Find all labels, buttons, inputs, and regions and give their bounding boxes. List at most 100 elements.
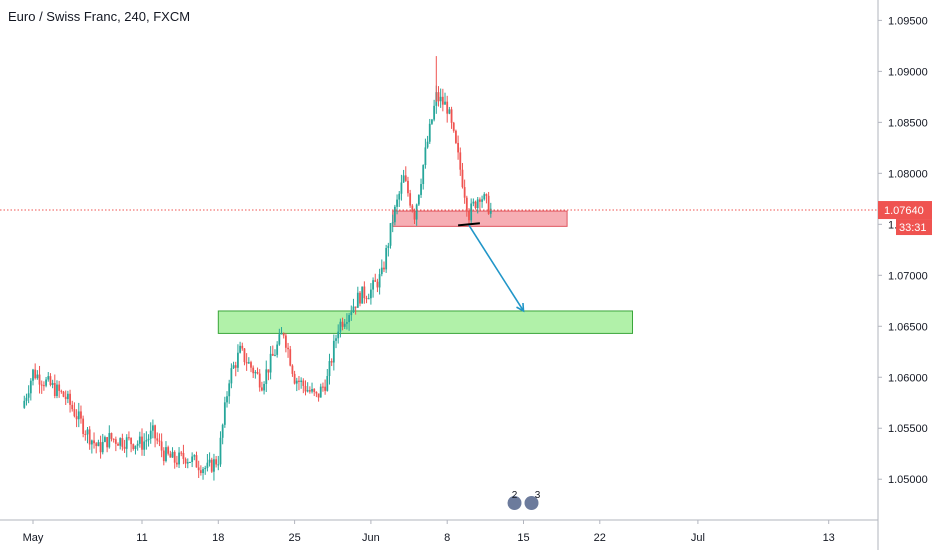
candle-body xyxy=(284,335,287,348)
candle-body xyxy=(197,467,200,471)
time-tick-label: 22 xyxy=(594,532,606,544)
candle-body xyxy=(250,362,252,368)
candle-body xyxy=(138,436,141,444)
candle-body xyxy=(424,147,427,166)
candle-body xyxy=(385,248,388,270)
candle-body xyxy=(101,441,104,453)
candle-body xyxy=(361,286,364,304)
candle-body xyxy=(195,455,198,468)
candle-body xyxy=(489,208,492,214)
candle-body xyxy=(367,298,370,300)
candle-body xyxy=(77,411,80,420)
candle-body xyxy=(295,380,298,384)
candle-body xyxy=(184,458,187,464)
candle-body xyxy=(128,437,130,439)
candle-body xyxy=(95,443,98,447)
candle-body xyxy=(428,123,431,142)
candle-body xyxy=(457,142,459,153)
time-tick-label: May xyxy=(23,532,44,544)
candle-body xyxy=(372,280,374,290)
candle-body xyxy=(420,184,422,195)
projection-arrow-head xyxy=(516,302,525,313)
candle-body xyxy=(415,204,418,220)
candle-body xyxy=(147,438,150,441)
candle-body xyxy=(300,380,303,382)
candle-body xyxy=(88,429,91,445)
candle-body xyxy=(180,452,183,454)
candle-body xyxy=(276,344,279,355)
candle-body xyxy=(431,119,433,124)
candle-body xyxy=(335,338,337,341)
candle-body xyxy=(97,442,100,447)
candle-body xyxy=(99,442,102,453)
candle-body xyxy=(343,323,346,327)
candle-body xyxy=(413,211,416,220)
candle-body xyxy=(267,369,270,373)
time-axis: May 11 18 25 Jun 8 15 22 Jul 13 xyxy=(0,519,878,544)
candle-body xyxy=(241,345,244,349)
candle-body xyxy=(274,354,276,356)
candle-body xyxy=(280,333,283,335)
candle-body xyxy=(261,387,263,391)
candle-body xyxy=(226,396,228,403)
candle-body xyxy=(141,436,143,450)
candle-body xyxy=(306,390,309,392)
candle-body xyxy=(374,280,377,282)
candle-body xyxy=(339,321,342,332)
candle-body xyxy=(221,424,224,438)
candle-body xyxy=(149,430,152,439)
candle-body xyxy=(165,447,167,462)
candle-body xyxy=(62,391,65,397)
candle-body xyxy=(315,391,318,394)
candle-body xyxy=(308,390,311,392)
candle-body xyxy=(487,195,490,214)
candle-body xyxy=(391,222,394,224)
candle-body xyxy=(104,437,106,442)
candle-body xyxy=(400,182,403,194)
candle-body xyxy=(322,386,324,388)
candle-body xyxy=(337,331,340,339)
candle-body xyxy=(84,433,87,435)
candle-body xyxy=(407,180,409,194)
candle-body xyxy=(317,393,320,398)
time-tick-label: 15 xyxy=(517,532,529,544)
candle-body xyxy=(178,452,180,465)
candle-body xyxy=(49,376,52,385)
candle-body xyxy=(110,433,113,439)
candle-body xyxy=(219,437,222,465)
candle-body xyxy=(417,194,420,205)
candle-body xyxy=(402,175,405,183)
candle-body xyxy=(409,193,412,206)
candle-body xyxy=(387,245,390,249)
candle-body xyxy=(206,462,209,468)
candle-body xyxy=(169,453,172,458)
candle-body xyxy=(175,462,178,465)
candle-body xyxy=(143,441,146,450)
candle-body xyxy=(51,383,54,385)
candle-body xyxy=(479,199,481,202)
candle-body xyxy=(32,369,34,381)
candle-body xyxy=(247,362,250,364)
candle-body xyxy=(376,281,379,288)
candle-body xyxy=(134,445,137,449)
candle-body xyxy=(213,459,215,472)
support-zone xyxy=(217,310,634,334)
chart-zones xyxy=(217,210,634,334)
candle-body xyxy=(106,437,109,448)
candle-body xyxy=(36,374,39,379)
candle-body xyxy=(346,322,348,324)
candle-body xyxy=(119,438,122,446)
candle-body xyxy=(34,369,37,379)
candle-body xyxy=(324,386,327,391)
candle-body xyxy=(254,372,257,374)
event-count-1: 2 xyxy=(512,490,518,501)
candle-body xyxy=(80,411,82,419)
time-tick-label: 8 xyxy=(444,532,450,544)
candle-body xyxy=(173,451,176,463)
candle-body xyxy=(217,464,220,466)
candle-body xyxy=(287,347,289,350)
candle-body xyxy=(58,384,61,391)
candle-body xyxy=(422,165,425,185)
candle-body xyxy=(476,199,479,209)
